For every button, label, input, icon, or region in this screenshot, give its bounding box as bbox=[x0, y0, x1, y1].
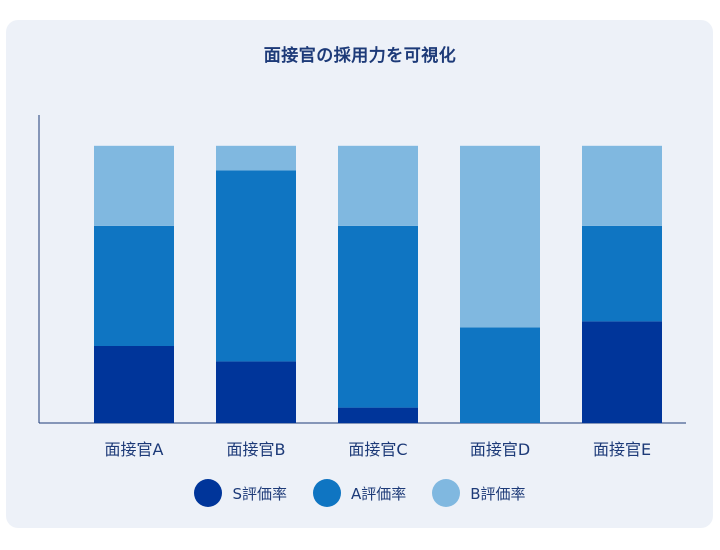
legend-item-b: B評価率 bbox=[432, 479, 526, 507]
bar-segment-s-2 bbox=[216, 361, 296, 423]
bars-group bbox=[94, 145, 662, 423]
x-tick-label: 面接官A bbox=[105, 440, 164, 459]
bar-segment-b-1 bbox=[94, 145, 174, 226]
bar-segment-a-5 bbox=[582, 225, 662, 322]
legend-label-s: S評価率 bbox=[232, 484, 287, 503]
bar-segment-a-3 bbox=[338, 225, 418, 408]
bar-segment-a-1 bbox=[94, 225, 174, 346]
x-tick-label: 面接官D bbox=[470, 440, 530, 459]
bar-segment-b-5 bbox=[582, 145, 662, 226]
bar-segment-s-5 bbox=[582, 321, 662, 423]
bar-segment-a-2 bbox=[216, 170, 296, 362]
legend-label-b: B評価率 bbox=[470, 484, 526, 503]
x-tick-labels: 面接官A 面接官B 面接官C 面接官D 面接官E bbox=[105, 440, 652, 459]
bar-segment-s-1 bbox=[94, 346, 174, 423]
bar-segment-b-3 bbox=[338, 145, 418, 226]
x-tick-label: 面接官B bbox=[227, 440, 286, 459]
legend-swatch-s bbox=[194, 479, 223, 507]
x-tick-label: 面接官E bbox=[593, 440, 651, 459]
legend-item-a: A評価率 bbox=[312, 479, 407, 507]
chart-title: 面接官の採用力を可視化 bbox=[263, 46, 457, 66]
x-tick-label: 面接官C bbox=[348, 440, 407, 459]
bar-segment-s-3 bbox=[338, 407, 418, 423]
legend-label-a: A評価率 bbox=[350, 484, 407, 503]
legend-item-s: S評価率 bbox=[194, 479, 287, 507]
bar-segment-b-2 bbox=[216, 145, 296, 171]
legend: S評価率 A評価率 B評価率 bbox=[0, 478, 720, 508]
legend-swatch-a bbox=[312, 479, 341, 507]
legend-swatch-b bbox=[432, 479, 461, 507]
bar-segment-b-4 bbox=[460, 145, 540, 328]
bar-segment-a-4 bbox=[460, 327, 540, 423]
